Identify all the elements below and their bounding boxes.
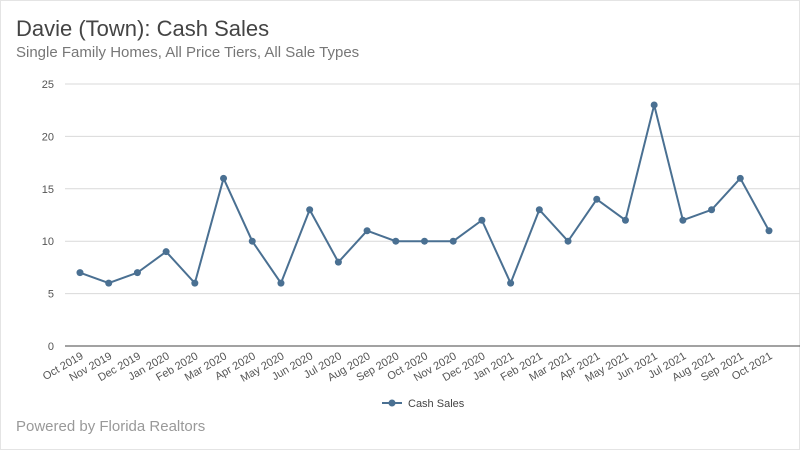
y-tick-label: 5 [48,289,54,301]
data-point [507,279,515,287]
data-point [564,237,572,245]
data-point [191,279,199,287]
powered-by-footer: Powered by Florida Realtors [16,418,206,435]
data-point [392,237,400,245]
y-tick-label: 0 [48,341,54,353]
y-tick-label: 10 [42,236,54,248]
y-tick-label: 15 [42,184,54,196]
data-point [162,248,170,256]
chart-subtitle: Single Family Homes, All Price Tiers, Al… [16,44,360,61]
data-point [736,174,744,182]
data-point [449,237,457,245]
data-point [248,237,256,245]
data-point [679,216,687,224]
data-point [478,216,486,224]
legend-label: Cash Sales [408,398,465,410]
data-point [421,237,428,245]
y-tick-label: 20 [42,131,54,143]
data-point [650,101,658,109]
data-point [621,216,629,224]
data-point [76,269,84,277]
data-point [593,195,601,203]
data-point [277,279,285,287]
data-point [363,227,371,235]
data-point [765,227,773,235]
data-point [105,279,113,287]
data-point [306,206,314,214]
chart-title: Davie (Town): Cash Sales [16,16,270,41]
data-point [220,174,228,182]
data-point [535,206,543,214]
data-point [133,269,141,277]
legend-marker-icon [388,399,396,407]
data-point [334,258,342,266]
y-tick-label: 25 [42,79,54,91]
data-point [708,206,716,214]
series-line [79,104,770,286]
